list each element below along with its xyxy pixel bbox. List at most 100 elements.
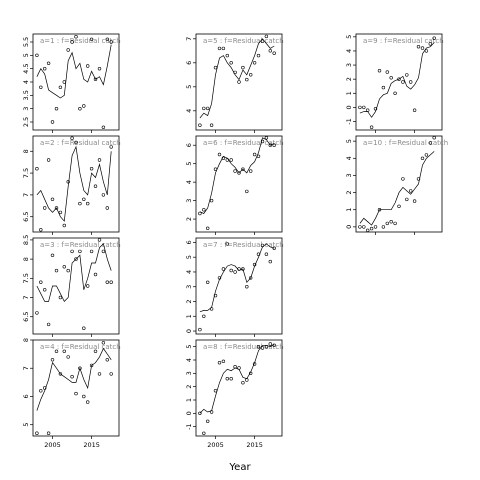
data-point xyxy=(58,295,63,300)
data-point xyxy=(272,143,276,147)
data-point xyxy=(46,431,51,435)
data-point xyxy=(268,49,272,53)
panels-group: a=1 : f=Residual catch 2.5 3 3.5 4 4.5 5 5.5 a=2… xyxy=(22,33,448,449)
data-point xyxy=(109,145,113,149)
data-point xyxy=(268,143,272,147)
data-point xyxy=(233,169,237,173)
data-point xyxy=(42,386,47,390)
data-point xyxy=(50,358,55,362)
data-point xyxy=(366,228,370,233)
y-tick-label: 5 xyxy=(345,139,353,143)
data-point xyxy=(260,139,265,144)
data-point xyxy=(393,221,397,226)
y-tick-label: 5 xyxy=(185,85,193,89)
data-point xyxy=(39,228,43,232)
data-point xyxy=(74,257,78,261)
y-tick-label: 6.5 xyxy=(22,212,30,222)
y-tick-label: 3 xyxy=(345,63,353,67)
x-tick-label: 2015 xyxy=(83,441,100,449)
data-point xyxy=(373,225,378,229)
fit-line xyxy=(359,42,435,118)
data-point xyxy=(82,104,86,108)
y-tick-label: 0 xyxy=(185,411,193,415)
y-tick-label: 7 xyxy=(22,366,30,370)
data-point xyxy=(264,34,269,39)
data-point xyxy=(252,152,257,157)
y-tick-label: 5 xyxy=(185,255,193,259)
data-point xyxy=(50,120,55,124)
y-tick-label: 1 xyxy=(185,314,193,318)
data-point xyxy=(101,193,106,197)
y-tick-label: 7 xyxy=(185,37,193,41)
data-point xyxy=(217,276,222,280)
data-point xyxy=(109,40,113,44)
data-point xyxy=(202,314,206,318)
data-point xyxy=(264,252,269,256)
y-tick-label: 3.5 xyxy=(22,90,30,100)
data-point xyxy=(432,136,436,140)
data-point xyxy=(268,259,272,264)
y-tick-label: 0 xyxy=(345,105,353,109)
y-tick-label: 8 xyxy=(22,338,30,342)
data-point xyxy=(428,42,432,46)
data-point xyxy=(401,177,405,181)
data-point xyxy=(241,267,245,271)
panel-a9: a=9 : f=Residual catch -1 0 1 2 3 4 5 xyxy=(345,33,444,133)
data-point xyxy=(381,225,386,229)
y-tick-label: 3 xyxy=(185,199,193,203)
data-point xyxy=(93,272,98,277)
data-point xyxy=(225,242,230,246)
data-point xyxy=(377,68,382,73)
fit-line xyxy=(36,347,112,411)
data-point xyxy=(416,44,421,49)
y-tick-label: 6 xyxy=(22,394,30,398)
data-point xyxy=(393,91,397,96)
data-point xyxy=(35,53,39,57)
data-point xyxy=(85,284,90,288)
y-tick-label: 4 xyxy=(345,49,353,53)
data-point xyxy=(409,189,413,193)
data-point xyxy=(362,105,366,110)
data-point xyxy=(58,210,63,215)
y-tick-label: 2 xyxy=(185,385,193,389)
y-tick-label: 5 xyxy=(185,345,193,349)
data-point xyxy=(62,223,67,228)
data-point xyxy=(256,345,261,349)
y-tick-label: 1 xyxy=(345,208,353,212)
fit-line xyxy=(199,38,275,119)
panel-title: a=6 : f=Residual catch xyxy=(203,139,284,147)
y-tick-label: 5 xyxy=(22,423,30,427)
data-point xyxy=(39,280,43,284)
data-point xyxy=(217,46,222,51)
panel-a10: a=10 : f=Residual catch 0 1 2 3 4 5 xyxy=(345,135,448,235)
panel-frame xyxy=(32,339,120,437)
panel-title: a=3 : f=Residual catch xyxy=(40,241,121,249)
data-point xyxy=(105,37,110,41)
data-point xyxy=(252,262,257,267)
data-point xyxy=(213,293,218,298)
data-point xyxy=(105,358,110,362)
data-point xyxy=(237,366,241,370)
data-point xyxy=(233,70,237,75)
data-point xyxy=(229,158,233,162)
data-point xyxy=(82,197,86,202)
data-point xyxy=(66,48,70,52)
data-point xyxy=(78,366,82,370)
data-point xyxy=(237,267,241,271)
panel-a8: a=8 : f=Residual catch -1 0 1 2 3 4 5 2005 2015 xyxy=(185,339,284,449)
data-point xyxy=(409,80,413,84)
data-point xyxy=(46,158,51,162)
data-point xyxy=(260,243,265,248)
data-point xyxy=(272,51,276,55)
data-point xyxy=(217,152,222,157)
data-point xyxy=(85,64,90,68)
panel-title: a=5 : f=Residual catch xyxy=(203,37,284,45)
data-point xyxy=(358,225,362,229)
data-point xyxy=(245,77,249,82)
data-point xyxy=(85,400,90,404)
data-point xyxy=(272,246,276,251)
data-point xyxy=(97,66,102,71)
data-point xyxy=(397,77,401,81)
y-tick-label: 2 xyxy=(185,299,193,303)
y-tick-label: 3 xyxy=(185,285,193,289)
